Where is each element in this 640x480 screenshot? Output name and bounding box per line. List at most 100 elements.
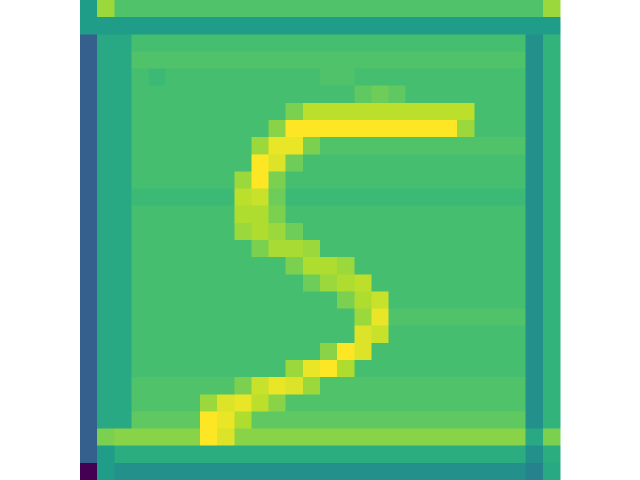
heatmap-cell — [457, 154, 475, 172]
heatmap-cell — [405, 240, 424, 258]
heatmap-cell — [148, 17, 167, 35]
heatmap-cell — [525, 102, 544, 121]
heatmap-cell — [457, 462, 475, 480]
heatmap-cell — [80, 377, 98, 395]
heatmap-cell — [302, 240, 321, 258]
heatmap-cell — [217, 205, 235, 224]
heatmap-cell — [354, 188, 372, 207]
heatmap-cell — [217, 360, 235, 378]
heatmap-cell — [200, 428, 218, 447]
heatmap-cell — [131, 377, 150, 395]
heatmap-cell — [405, 120, 424, 138]
heatmap-cell — [80, 188, 98, 207]
heatmap-cell — [182, 274, 201, 292]
heatmap-cell — [285, 428, 304, 447]
heatmap-cell — [422, 85, 441, 104]
heatmap-cell — [251, 0, 270, 18]
heatmap-cell — [217, 428, 235, 447]
heatmap-cell — [371, 462, 390, 480]
heatmap-cell — [114, 222, 132, 241]
heatmap-cell — [525, 188, 544, 207]
heatmap-cell — [320, 51, 338, 70]
heatmap-cell — [337, 120, 355, 138]
heatmap-cell — [148, 274, 167, 292]
heatmap-cell — [405, 34, 424, 52]
heatmap-cell — [354, 205, 372, 224]
heatmap-cell — [302, 34, 321, 52]
heatmap-cell — [148, 120, 167, 138]
heatmap-cell — [457, 51, 475, 70]
heatmap-cell — [320, 68, 338, 87]
heatmap-cell — [148, 257, 167, 275]
heatmap-cell — [457, 17, 475, 35]
heatmap-cell — [337, 428, 355, 447]
heatmap-cell — [217, 171, 235, 190]
heatmap-cell — [200, 377, 218, 395]
heatmap-cell — [457, 102, 475, 121]
heatmap-cell — [234, 222, 252, 241]
heatmap-cell — [354, 68, 372, 87]
heatmap-cell — [200, 308, 218, 327]
heatmap-cell — [251, 360, 270, 378]
heatmap-cell — [422, 325, 441, 344]
heatmap-cell — [148, 34, 167, 52]
heatmap-cell — [80, 68, 98, 87]
heatmap-cell — [422, 274, 441, 292]
heatmap-cell — [268, 240, 287, 258]
heatmap-cell — [217, 411, 235, 430]
heatmap-cell — [388, 137, 407, 155]
heatmap-cell — [440, 137, 458, 155]
heatmap-cell — [542, 325, 561, 344]
heatmap-cell — [114, 120, 132, 138]
heatmap-cell — [440, 394, 458, 412]
heatmap-cell — [320, 222, 338, 241]
heatmap-cell — [354, 308, 372, 327]
heatmap-cell — [388, 0, 407, 18]
heatmap-cell — [114, 445, 132, 464]
heatmap-cell — [114, 308, 132, 327]
heatmap-cell — [542, 394, 561, 412]
heatmap-cell — [234, 308, 252, 327]
heatmap-cell — [114, 51, 132, 70]
heatmap-cell — [508, 102, 527, 121]
heatmap-cell — [440, 102, 458, 121]
heatmap-cell — [525, 240, 544, 258]
heatmap-cell — [182, 137, 201, 155]
heatmap-cell — [440, 462, 458, 480]
heatmap-cell — [182, 291, 201, 310]
heatmap-cell — [131, 188, 150, 207]
heatmap-cell — [148, 68, 167, 87]
heatmap-cell — [217, 17, 235, 35]
heatmap-cell — [474, 205, 492, 224]
heatmap-cell — [268, 51, 287, 70]
heatmap-cell — [354, 171, 372, 190]
heatmap-cell — [405, 325, 424, 344]
heatmap-cell — [474, 137, 492, 155]
heatmap-cell — [268, 17, 287, 35]
heatmap-cell — [337, 411, 355, 430]
heatmap-cell — [491, 51, 510, 70]
heatmap-cell — [371, 120, 390, 138]
heatmap-cell — [457, 120, 475, 138]
heatmap-cell — [182, 360, 201, 378]
heatmap-cell — [114, 188, 132, 207]
heatmap-cell — [388, 308, 407, 327]
heatmap-cell — [80, 462, 98, 480]
heatmap-cell — [525, 308, 544, 327]
heatmap-cell — [440, 188, 458, 207]
heatmap-cell — [474, 17, 492, 35]
heatmap-cell — [217, 377, 235, 395]
heatmap-cell — [320, 240, 338, 258]
heatmap-cell — [131, 240, 150, 258]
heatmap-cell — [97, 240, 115, 258]
heatmap-cell — [337, 462, 355, 480]
heatmap-cell — [337, 360, 355, 378]
heatmap-cell — [457, 240, 475, 258]
heatmap-cell — [405, 137, 424, 155]
heatmap-cell — [182, 0, 201, 18]
heatmap-cell — [422, 257, 441, 275]
heatmap-cell — [491, 325, 510, 344]
heatmap-cell — [371, 85, 390, 104]
heatmap-cell — [80, 394, 98, 412]
heatmap-cell — [114, 342, 132, 361]
